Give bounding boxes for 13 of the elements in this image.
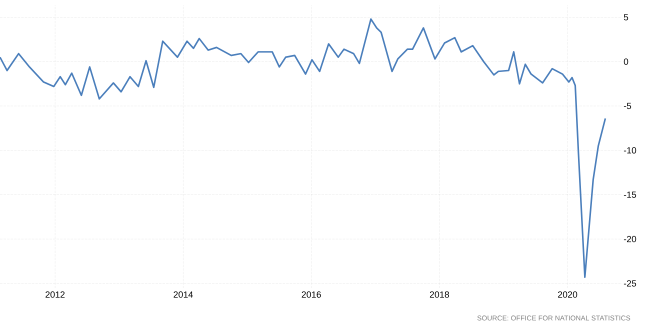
- x-tick-label: 2014: [174, 291, 193, 298]
- y-tick-label: -5: [624, 102, 632, 110]
- x-tick-label: 2018: [430, 291, 450, 298]
- y-tick-label: -20: [624, 236, 636, 242]
- x-tick-label: 2016: [302, 291, 321, 298]
- y-tick-label: 0: [624, 58, 628, 65]
- x-tick-label: 2012: [46, 291, 65, 298]
- line-series: [0, 18, 606, 278]
- y-tick-label: -10: [624, 147, 636, 154]
- x-tick-label: 2020: [558, 291, 578, 298]
- y-tick-label: -25: [624, 280, 636, 287]
- y-tick-label: -15: [624, 192, 636, 198]
- y-tick-label: 5: [624, 14, 628, 20]
